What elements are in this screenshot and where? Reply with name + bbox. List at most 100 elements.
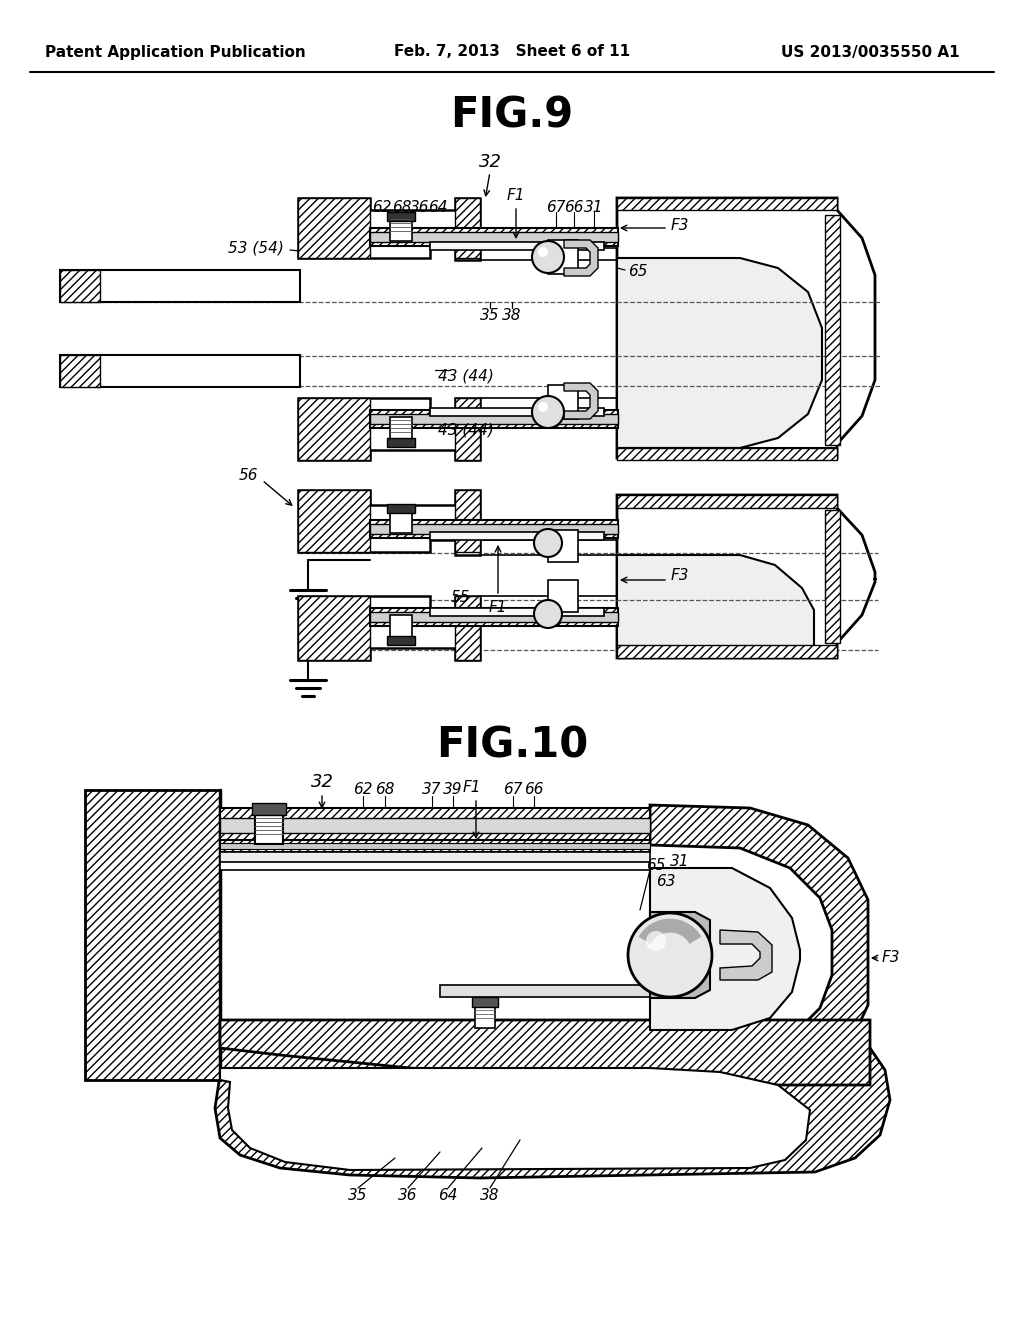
Bar	[548, 531, 578, 562]
Text: 64: 64	[428, 201, 447, 215]
Bar	[390, 215, 412, 242]
Polygon shape	[455, 490, 480, 552]
Bar	[60, 355, 300, 387]
Bar	[220, 818, 650, 833]
Polygon shape	[220, 1020, 870, 1085]
Circle shape	[532, 242, 564, 273]
Text: 31: 31	[585, 199, 604, 214]
Bar	[370, 612, 618, 622]
Text: F3: F3	[671, 218, 689, 232]
Polygon shape	[215, 1048, 890, 1177]
Bar	[220, 862, 650, 870]
Bar	[370, 228, 618, 246]
Bar	[617, 198, 837, 209]
Text: 35: 35	[480, 308, 500, 322]
Bar	[387, 504, 415, 513]
Text: F3: F3	[671, 568, 689, 582]
Polygon shape	[298, 597, 480, 660]
Text: 35: 35	[348, 1188, 368, 1203]
Text: 38: 38	[502, 308, 522, 322]
Polygon shape	[220, 1068, 810, 1170]
Text: 36: 36	[398, 1188, 418, 1203]
Polygon shape	[298, 198, 480, 260]
Polygon shape	[720, 931, 772, 979]
Polygon shape	[617, 257, 822, 447]
Polygon shape	[650, 869, 800, 1030]
Bar	[430, 242, 604, 249]
Bar	[370, 520, 618, 539]
Bar	[220, 840, 650, 851]
Text: Feb. 7, 2013   Sheet 6 of 11: Feb. 7, 2013 Sheet 6 of 11	[394, 45, 630, 59]
Bar	[430, 609, 604, 616]
Bar	[617, 447, 837, 458]
Text: FIG.10: FIG.10	[436, 723, 588, 766]
Bar	[220, 808, 650, 843]
Circle shape	[534, 601, 562, 628]
Polygon shape	[617, 447, 837, 459]
Text: 37: 37	[422, 783, 441, 797]
Polygon shape	[825, 215, 840, 445]
Bar	[220, 851, 650, 865]
Text: 67: 67	[546, 199, 565, 214]
Polygon shape	[298, 198, 370, 257]
Text: 56: 56	[239, 467, 258, 483]
Bar	[548, 579, 578, 612]
Circle shape	[532, 396, 564, 428]
Polygon shape	[60, 355, 100, 387]
Circle shape	[538, 247, 548, 257]
Text: 32: 32	[478, 153, 502, 172]
Bar	[548, 385, 578, 418]
Bar	[475, 1001, 495, 1028]
Bar	[255, 807, 283, 843]
Text: 31: 31	[671, 854, 690, 870]
Bar	[220, 843, 650, 849]
Polygon shape	[298, 399, 370, 459]
Text: 64: 64	[438, 1188, 458, 1203]
Text: 65: 65	[646, 858, 666, 874]
Text: 43 (44): 43 (44)	[438, 368, 494, 384]
Polygon shape	[564, 240, 598, 276]
Polygon shape	[298, 490, 480, 554]
Text: F1: F1	[463, 780, 481, 796]
Text: 66: 66	[564, 199, 584, 214]
Text: 36: 36	[411, 201, 430, 215]
Bar	[252, 803, 286, 814]
Polygon shape	[617, 198, 874, 458]
Text: 62: 62	[373, 201, 392, 215]
Polygon shape	[60, 271, 100, 302]
Bar	[370, 524, 618, 535]
Text: 53 (54): 53 (54)	[228, 240, 284, 256]
Bar	[387, 438, 415, 447]
Text: 67: 67	[503, 783, 522, 797]
Polygon shape	[617, 495, 837, 508]
Bar	[370, 609, 618, 626]
Polygon shape	[650, 805, 868, 1080]
Text: 43 (44): 43 (44)	[438, 422, 494, 437]
Circle shape	[534, 529, 562, 557]
Bar	[390, 615, 412, 642]
Text: US 2013/0035550 A1: US 2013/0035550 A1	[780, 45, 959, 59]
Polygon shape	[298, 490, 370, 552]
Polygon shape	[455, 597, 480, 660]
Bar	[440, 985, 660, 997]
Bar	[390, 507, 412, 533]
Text: 65: 65	[629, 264, 648, 280]
Polygon shape	[298, 597, 370, 660]
Bar	[370, 232, 618, 242]
Bar	[548, 240, 578, 275]
Bar	[430, 532, 604, 540]
Polygon shape	[617, 495, 874, 657]
Circle shape	[538, 403, 548, 412]
Text: 38: 38	[480, 1188, 500, 1203]
Text: 66: 66	[524, 783, 544, 797]
Bar	[370, 414, 618, 424]
Circle shape	[628, 913, 712, 997]
Bar	[387, 213, 415, 220]
Bar	[390, 417, 412, 444]
Bar	[430, 408, 604, 416]
Text: 63: 63	[656, 874, 676, 890]
Bar	[60, 271, 300, 302]
Bar	[370, 411, 618, 428]
Polygon shape	[650, 912, 710, 998]
Polygon shape	[455, 399, 480, 459]
